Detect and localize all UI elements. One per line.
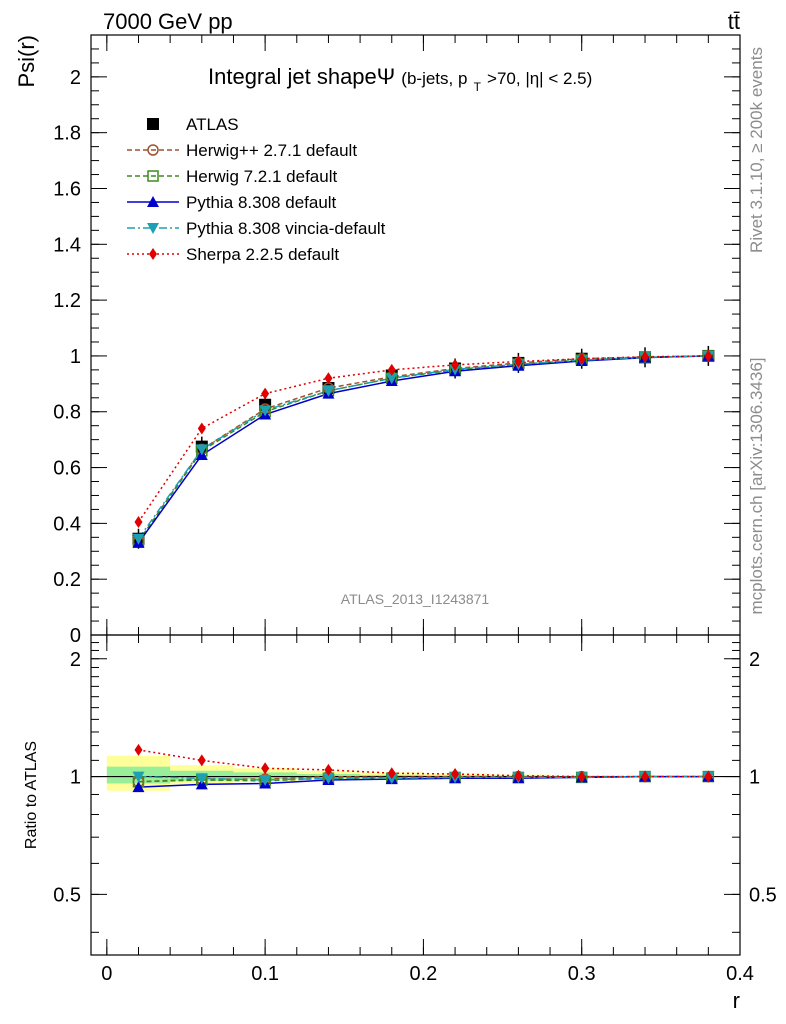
legend-label: Herwig++ 2.7.1 default bbox=[186, 141, 357, 160]
rivet-label: Rivet 3.1.10, ≥ 200k events bbox=[747, 47, 766, 253]
ratio-series-point bbox=[195, 773, 208, 785]
series-point bbox=[261, 387, 270, 400]
ratio-panel: 0.5 0.5 1 1 2 2 0 0.1 0.2 0.3 0.4 Ratio to ATLAS r bbox=[23, 634, 777, 1013]
y-tick-label: 1.8 bbox=[53, 123, 81, 145]
series-point bbox=[324, 372, 333, 385]
series-point bbox=[385, 373, 398, 385]
ratio-series-point bbox=[704, 770, 713, 783]
main-ylabel: Psi(r) bbox=[14, 35, 39, 88]
ratio-y-tick-label: 2 bbox=[70, 649, 81, 671]
ratio-ylabel: Ratio to ATLAS bbox=[23, 741, 40, 849]
y-tick-label: 0.8 bbox=[53, 402, 81, 424]
uncertainty-band-inner bbox=[106, 766, 740, 784]
series-point bbox=[132, 533, 145, 545]
ratio-series-point bbox=[259, 774, 272, 786]
title-cut-2: >70, |η| < 2.5) bbox=[487, 69, 592, 88]
main-panel: 0 0.2 0.4 0.6 0.8 1 1.2 1.4 1.6 1.8 2 Psi(r) Integ… bbox=[14, 34, 741, 647]
legend-marker bbox=[147, 223, 159, 234]
series-line bbox=[137, 355, 709, 542]
series-line bbox=[137, 355, 709, 542]
ratio-y-tick-label: 1 bbox=[70, 767, 81, 789]
ratio-series-point bbox=[324, 763, 333, 776]
ratio-series-point bbox=[261, 762, 270, 775]
series-point bbox=[577, 352, 586, 365]
series-point bbox=[322, 385, 335, 397]
legend-label: ATLAS bbox=[186, 115, 239, 134]
legend-marker bbox=[147, 144, 159, 156]
ratio-y-tick-label: 0.5 bbox=[53, 884, 81, 906]
y-tick-label: 0.4 bbox=[53, 513, 81, 535]
legend-marker bbox=[147, 118, 159, 130]
title-cut-sub: T bbox=[474, 80, 482, 94]
legend-marker bbox=[149, 248, 157, 260]
series-point bbox=[134, 515, 143, 528]
x-tick-label: 0 bbox=[101, 963, 112, 985]
title-main: Integral jet shapeΨ bbox=[208, 64, 395, 89]
x-tick-label: 0.4 bbox=[726, 963, 754, 985]
ratio-series-line bbox=[138, 749, 709, 778]
ratio-series-point bbox=[322, 773, 335, 785]
series-line bbox=[137, 355, 709, 540]
chart-title: Integral jet shapeΨ (b-jets, p T >70, |η… bbox=[208, 64, 592, 96]
ratio-y-tick-label-right: 1 bbox=[749, 767, 760, 789]
x-tick-label: 0.3 bbox=[568, 963, 596, 985]
ratio-series-point bbox=[641, 770, 650, 783]
legend-label: Pythia 8.308 default bbox=[186, 193, 337, 212]
legend-marker bbox=[147, 196, 159, 207]
legend-label: Sherpa 2.2.5 default bbox=[186, 245, 339, 264]
y-tick-label: 1.6 bbox=[53, 178, 81, 200]
analysis-id: ATLAS_2013_I1243871 bbox=[341, 591, 490, 607]
process-label: tt̄ bbox=[728, 9, 740, 34]
series-point bbox=[259, 405, 272, 417]
series-line bbox=[137, 355, 709, 544]
series-point bbox=[514, 355, 523, 368]
y-tick-label: 1 bbox=[70, 346, 81, 368]
series-line bbox=[137, 355, 709, 523]
series-point bbox=[195, 444, 208, 456]
y-tick-label: 1.4 bbox=[53, 234, 81, 256]
ratio-series-point bbox=[132, 771, 145, 783]
y-tick-label: 2 bbox=[70, 67, 81, 89]
x-tick-label: 0.1 bbox=[251, 963, 279, 985]
legend-marker bbox=[147, 170, 159, 182]
ratio-series-point bbox=[387, 767, 396, 780]
x-tick-label: 0.2 bbox=[410, 963, 438, 985]
legend: ATLAS Herwig++ 2.7.1 default Herwig 7.2.1 … bbox=[127, 115, 386, 264]
x-axis-label: r bbox=[733, 988, 740, 1013]
series-point bbox=[451, 358, 460, 371]
series-point bbox=[197, 422, 206, 435]
legend-label: Herwig 7.2.1 default bbox=[186, 167, 337, 186]
y-tick-label: 0.6 bbox=[53, 458, 81, 480]
y-tick-label: 1.2 bbox=[53, 290, 81, 312]
ratio-frame bbox=[90, 634, 741, 956]
y-tick-label: 0.2 bbox=[53, 569, 81, 591]
energy-label: 7000 GeV pp bbox=[103, 9, 233, 34]
ratio-series-point bbox=[451, 768, 460, 781]
title-cut-1: (b-jets, p bbox=[401, 69, 467, 88]
series-point bbox=[704, 349, 713, 362]
series-point bbox=[387, 363, 396, 376]
y-tick-label: 0 bbox=[70, 625, 81, 647]
legend-label: Pythia 8.308 vincia-default bbox=[186, 219, 386, 238]
ratio-series-point bbox=[134, 743, 143, 756]
ratio-series-line bbox=[138, 775, 709, 781]
ratio-series-point bbox=[197, 754, 206, 767]
ratio-series-point bbox=[132, 781, 145, 793]
ratio-y-tick-label-right: 2 bbox=[749, 649, 760, 671]
ratio-series-point bbox=[577, 770, 586, 783]
series-point bbox=[641, 350, 650, 363]
ratio-y-tick-label-right: 0.5 bbox=[749, 884, 777, 906]
ratio-series-point bbox=[514, 769, 523, 782]
mcplots-label: mcplots.cern.ch [arXiv:1306.3436] bbox=[747, 357, 766, 614]
